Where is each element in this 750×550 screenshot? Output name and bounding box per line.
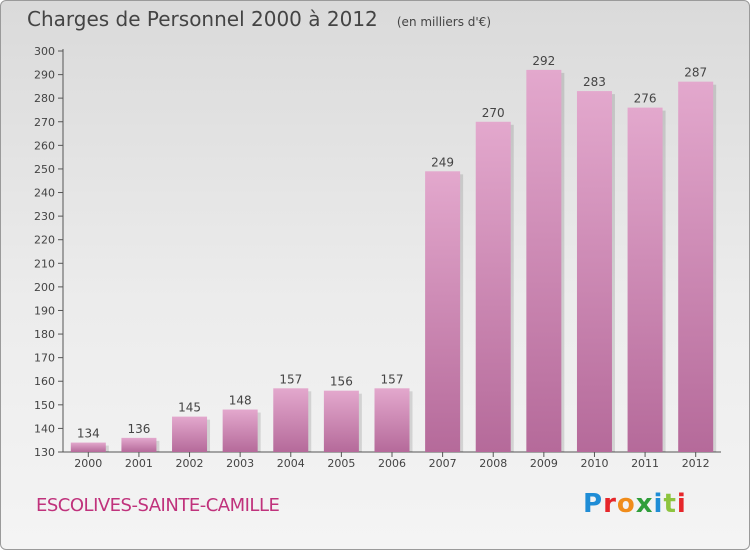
chart-subtitle: (en milliers d'€)	[396, 15, 491, 29]
logo-letter: x	[635, 489, 654, 519]
bar-value-label: 148	[229, 394, 252, 408]
bar	[576, 91, 612, 452]
bar-value-label: 136	[127, 422, 150, 436]
y-tick-label: 280	[34, 92, 55, 105]
x-tick-label: 2006	[378, 457, 406, 470]
x-tick-label: 2000	[74, 457, 102, 470]
bar	[273, 388, 309, 452]
bar-value-label: 157	[279, 372, 302, 386]
y-tick-label: 260	[34, 139, 55, 152]
bar-value-label: 134	[77, 427, 100, 441]
y-tick-label: 200	[34, 281, 55, 294]
logo-letter: t	[663, 489, 677, 519]
logo-letter: o	[616, 489, 636, 519]
y-tick-label: 290	[34, 69, 55, 82]
logo-letter: i	[676, 489, 687, 519]
x-tick-label: 2009	[530, 457, 558, 470]
y-tick-label: 250	[34, 163, 55, 176]
bar-value-label: 292	[532, 54, 555, 68]
bar	[323, 390, 359, 452]
x-tick-label: 2001	[125, 457, 153, 470]
bar-value-label: 276	[634, 92, 657, 106]
bar	[222, 409, 258, 452]
logo-letter: i	[653, 489, 664, 519]
bar-value-label: 156	[330, 375, 353, 389]
bar-value-label: 283	[583, 75, 606, 89]
bar	[425, 171, 461, 453]
x-tick-label: 2007	[429, 457, 457, 470]
bar-value-label: 145	[178, 401, 201, 415]
x-tick-label: 2004	[277, 457, 305, 470]
x-tick-label: 2005	[327, 457, 355, 470]
y-tick-label: 150	[34, 399, 55, 412]
x-tick-label: 2010	[580, 457, 608, 470]
bar	[70, 442, 106, 452]
y-tick-label: 140	[34, 422, 55, 435]
y-tick-label: 270	[34, 116, 55, 129]
y-tick-label: 230	[34, 210, 55, 223]
x-tick-label: 2002	[176, 457, 204, 470]
x-tick-label: 2003	[226, 457, 254, 470]
y-tick-label: 300	[34, 45, 55, 58]
city-name: ESCOLIVES-SAINTE-CAMILLE	[36, 495, 280, 516]
bar-value-label: 157	[381, 372, 404, 386]
bar	[678, 81, 714, 452]
y-tick-label: 240	[34, 187, 55, 200]
y-tick-label: 220	[34, 234, 55, 247]
y-tick-label: 130	[34, 446, 55, 459]
y-tick-label: 210	[34, 257, 55, 270]
x-tick-label: 2011	[631, 457, 659, 470]
bar	[526, 69, 562, 452]
x-tick-label: 2008	[479, 457, 507, 470]
bar-value-label: 249	[431, 155, 454, 169]
y-tick-label: 170	[34, 352, 55, 365]
y-tick-label: 160	[34, 375, 55, 388]
title-row: Charges de Personnel 2000 à 2012 (en mil…	[27, 7, 491, 31]
bar	[121, 437, 157, 452]
y-tick-label: 180	[34, 328, 55, 341]
bar	[627, 107, 663, 453]
logo-letter: r	[603, 489, 617, 519]
proxiti-logo: Proxiti	[583, 489, 687, 519]
chart-title: Charges de Personnel 2000 à 2012	[27, 7, 378, 31]
logo-letter: P	[583, 489, 604, 519]
bar-value-label: 287	[684, 66, 707, 80]
bar	[475, 121, 511, 452]
y-tick-label: 190	[34, 304, 55, 317]
bar	[374, 388, 410, 452]
x-tick-label: 2012	[682, 457, 710, 470]
bar	[172, 416, 208, 452]
bar-value-label: 270	[482, 106, 505, 120]
